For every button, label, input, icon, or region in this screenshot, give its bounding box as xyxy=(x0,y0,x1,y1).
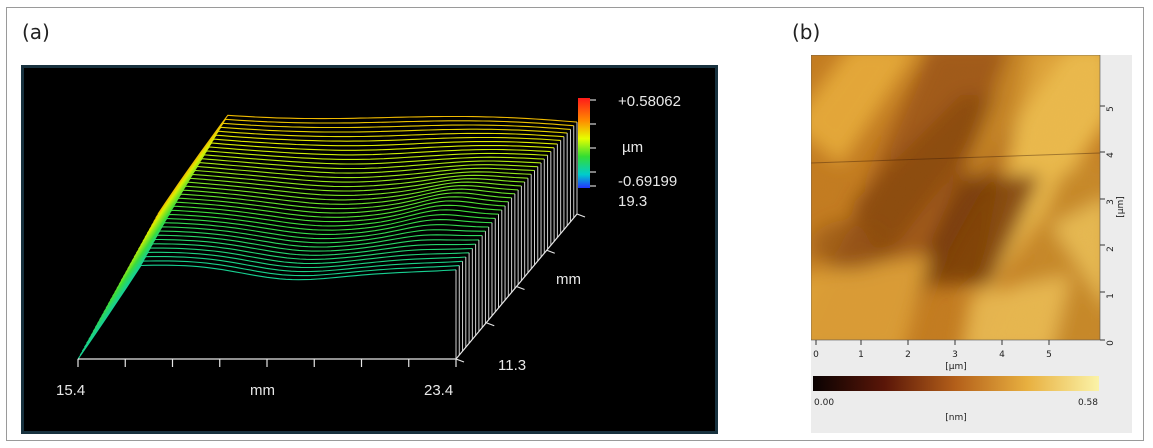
afm-y-axis-ticks xyxy=(1100,105,1105,341)
panel-a-label: (a) xyxy=(22,20,50,44)
y-axis-tick xyxy=(516,285,525,291)
panel-b-label: (b) xyxy=(792,20,821,44)
surface-profile-line xyxy=(112,196,509,297)
surface-profile-line xyxy=(92,234,479,332)
y-axis-max-label: 19.3 xyxy=(618,193,647,210)
surface-profile-line xyxy=(109,200,506,301)
surface-profile-line xyxy=(86,247,470,344)
surface-profile-line xyxy=(153,122,571,223)
x-axis-min-label: 15.4 xyxy=(56,382,85,399)
surface-profile-line xyxy=(148,130,564,231)
y-axis-tick xyxy=(576,213,586,218)
y-axis-title: mm xyxy=(556,271,581,288)
surface-profile-line xyxy=(146,134,561,234)
surface-profile-line xyxy=(103,213,496,313)
afm-y-tick-3: 3 xyxy=(1106,199,1116,205)
afm-y-tick-5: 5 xyxy=(1106,106,1116,112)
surface-profile-line xyxy=(122,177,525,278)
surface-profile-line xyxy=(84,251,466,348)
afm-y-tick-4: 4 xyxy=(1106,152,1116,158)
afm-height-map-panel: 0 1 2 3 4 5 [µm] 0 1 2 3 4 5 [µm] xyxy=(811,55,1132,433)
y-axis-tick xyxy=(455,358,465,363)
surface-profile-line xyxy=(114,192,512,293)
surface-profile-line xyxy=(144,138,558,238)
surface-profile-line xyxy=(99,222,489,321)
afm-colorbar-min: 0.00 xyxy=(814,398,834,408)
afm-x-unit: [µm] xyxy=(945,362,967,372)
surface-profile-line xyxy=(81,256,463,352)
surface-profile-line xyxy=(138,150,548,250)
afm-y-tick-2: 2 xyxy=(1106,246,1116,252)
surface-profile-line xyxy=(94,230,483,328)
afm-colorbar-max: 0.58 xyxy=(1078,398,1098,408)
y-axis-tick xyxy=(546,249,555,254)
surface-profile-line xyxy=(88,243,473,340)
colorbar-a-max: +0.58062 xyxy=(618,93,681,110)
x-axis-ticks xyxy=(77,359,457,367)
surface-3d-plot: +0.58062 µm -0.69199 19.3 mm 11.3 15.4 m… xyxy=(21,65,718,434)
surface-profile-line xyxy=(127,169,532,270)
surface-profile-line xyxy=(135,154,545,254)
surface-profile-line xyxy=(120,181,522,281)
afm-x-tick-4: 4 xyxy=(999,350,1005,360)
surface-profile-lines xyxy=(77,114,578,360)
surface-profile-line xyxy=(155,118,574,219)
afm-x-axis-ticks xyxy=(815,340,1050,345)
afm-y-tick-0: 0 xyxy=(1106,340,1116,346)
afm-colorbar xyxy=(813,376,1099,391)
surface-profile-line xyxy=(105,209,499,309)
afm-colorbar-unit: [nm] xyxy=(945,413,967,423)
surface-profile-line xyxy=(90,238,476,336)
surface-profile-line xyxy=(118,185,519,285)
surface-profile-line xyxy=(129,165,535,266)
surface-profile-line xyxy=(79,260,460,356)
y-axis-tick xyxy=(486,322,495,327)
afm-image xyxy=(811,55,1100,340)
surface-profile-line xyxy=(97,226,486,325)
afm-x-tick-3: 3 xyxy=(952,350,958,360)
surface-profile-line xyxy=(77,264,457,360)
y-axis-ticks xyxy=(455,213,586,363)
x-axis-title: mm xyxy=(250,382,275,399)
surface-side-wall xyxy=(455,122,578,359)
afm-x-tick-1: 1 xyxy=(858,350,864,360)
surface-profile-line xyxy=(142,142,555,242)
afm-x-tick-0: 0 xyxy=(813,350,819,360)
afm-y-unit: [µm] xyxy=(1116,196,1126,218)
surface-profile-line xyxy=(101,217,493,317)
afm-x-tick-2: 2 xyxy=(905,350,911,360)
surface-profile-line xyxy=(107,204,502,305)
colorbar-a-min: -0.69199 xyxy=(618,173,677,190)
afm-x-tick-5: 5 xyxy=(1046,350,1052,360)
colorbar-a-ticks xyxy=(590,99,596,187)
surface-profile-line xyxy=(157,114,578,215)
surface-profile-line xyxy=(125,173,528,274)
surface-profile-line xyxy=(131,162,538,262)
colorbar-a-unit: µm xyxy=(622,139,643,156)
surface-profile-line xyxy=(140,146,551,246)
surface-profile-line xyxy=(133,158,542,258)
colorbar-a xyxy=(578,98,590,188)
y-axis-min-label: 11.3 xyxy=(498,357,526,374)
x-axis-max-label: 23.4 xyxy=(424,382,453,399)
afm-y-tick-1: 1 xyxy=(1106,293,1116,299)
surface-profile-line xyxy=(151,126,568,227)
surface-profile-line xyxy=(116,188,515,289)
